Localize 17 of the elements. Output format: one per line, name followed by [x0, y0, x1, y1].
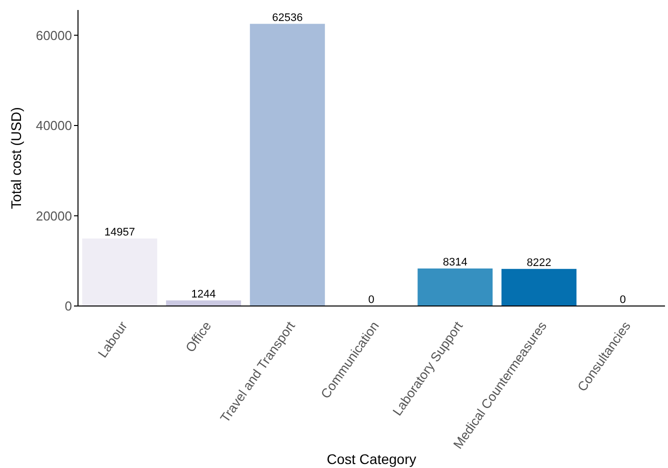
data-label: 0 — [368, 294, 374, 306]
y-tick-label: 20000 — [36, 208, 72, 224]
bar — [82, 238, 158, 306]
data-label: 8314 — [442, 256, 468, 268]
y-tick-label: 60000 — [36, 28, 72, 43]
data-label: 14957 — [104, 226, 135, 239]
bar — [250, 24, 325, 306]
y-tick-label: 0 — [64, 298, 72, 314]
y-axis-title: Total cost (USD) — [8, 107, 24, 209]
data-label: 8222 — [526, 256, 552, 269]
bar — [418, 268, 493, 306]
bar — [501, 268, 576, 306]
data-label: 62536 — [272, 12, 303, 24]
x-axis-title: Cost Category — [326, 451, 416, 467]
data-label: 0 — [620, 294, 626, 306]
y-tick-label: 40000 — [36, 118, 72, 134]
data-label: 1244 — [191, 288, 216, 300]
